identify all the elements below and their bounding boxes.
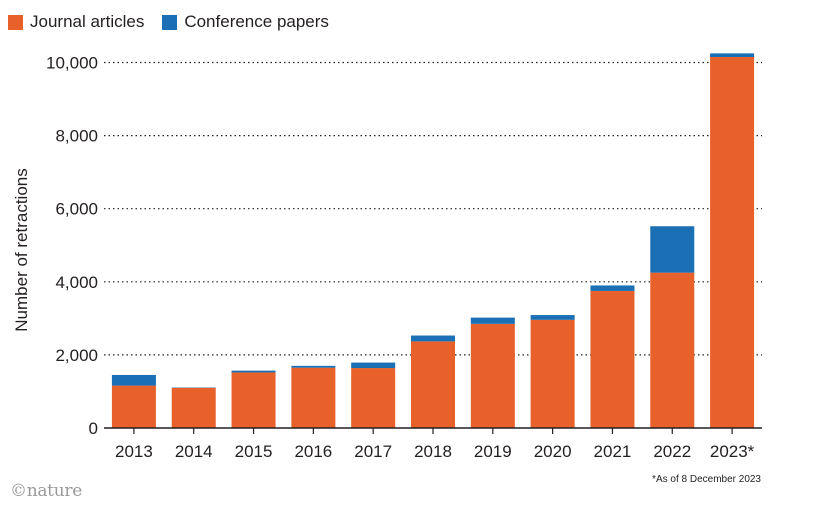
x-tick-label: 2022 <box>653 442 691 461</box>
bar-journal-articles <box>710 57 755 428</box>
bar-journal-articles <box>411 341 455 428</box>
bar-conference-papers <box>231 370 276 373</box>
x-tick-label: 2017 <box>354 442 392 461</box>
footnote: *As of 8 December 2023 <box>652 474 761 485</box>
bar-journal-articles <box>530 319 575 428</box>
y-tick-label: 8,000 <box>55 127 98 146</box>
y-tick-label: 0 <box>89 419 98 438</box>
y-tick-label: 10,000 <box>46 54 98 73</box>
bar-journal-articles <box>650 272 695 428</box>
bar-conference-papers <box>291 365 336 368</box>
bar-conference-papers <box>470 317 515 324</box>
x-tick-label: 2021 <box>594 442 632 461</box>
x-tick-label: 2015 <box>235 442 273 461</box>
bar-journal-articles <box>470 323 515 428</box>
journal-articles-swatch <box>8 14 23 30</box>
y-tick-label: 4,000 <box>55 273 98 292</box>
y-tick-label: 2,000 <box>55 346 98 365</box>
y-tick-label: 6,000 <box>55 200 98 219</box>
bar-conference-papers <box>530 315 575 320</box>
bar-journal-articles <box>351 368 396 428</box>
bar-conference-papers <box>590 285 635 291</box>
bar-journal-articles <box>590 290 635 428</box>
legend: Journal articles Conference papers <box>8 12 347 32</box>
bar-journal-articles <box>291 367 336 428</box>
x-tick-label: 2023* <box>710 442 755 461</box>
bar-journal-articles <box>111 385 156 428</box>
legend-item-journal-articles: Journal articles <box>8 12 144 32</box>
bar-conference-papers <box>710 53 755 58</box>
x-tick-label: 2016 <box>294 442 332 461</box>
bar-conference-papers <box>111 375 156 386</box>
bar-conference-papers <box>351 362 396 369</box>
bar-journal-articles <box>231 372 276 428</box>
conference-papers-swatch <box>162 14 178 30</box>
bar-conference-papers <box>411 335 455 342</box>
x-tick-label: 2014 <box>175 442 213 461</box>
legend-label-conference-papers: Conference papers <box>184 12 329 31</box>
x-tick-label: 2020 <box>534 442 572 461</box>
x-tick-label: 2019 <box>474 442 512 461</box>
x-tick-label: 2018 <box>414 442 452 461</box>
bar-journal-articles <box>171 387 216 428</box>
x-tick-label: 2013 <box>115 442 153 461</box>
nature-logo: ©nature <box>10 481 82 501</box>
legend-item-conference-papers: Conference papers <box>162 12 329 32</box>
legend-label-journal-articles: Journal articles <box>30 12 145 31</box>
bar-conference-papers <box>650 226 695 273</box>
